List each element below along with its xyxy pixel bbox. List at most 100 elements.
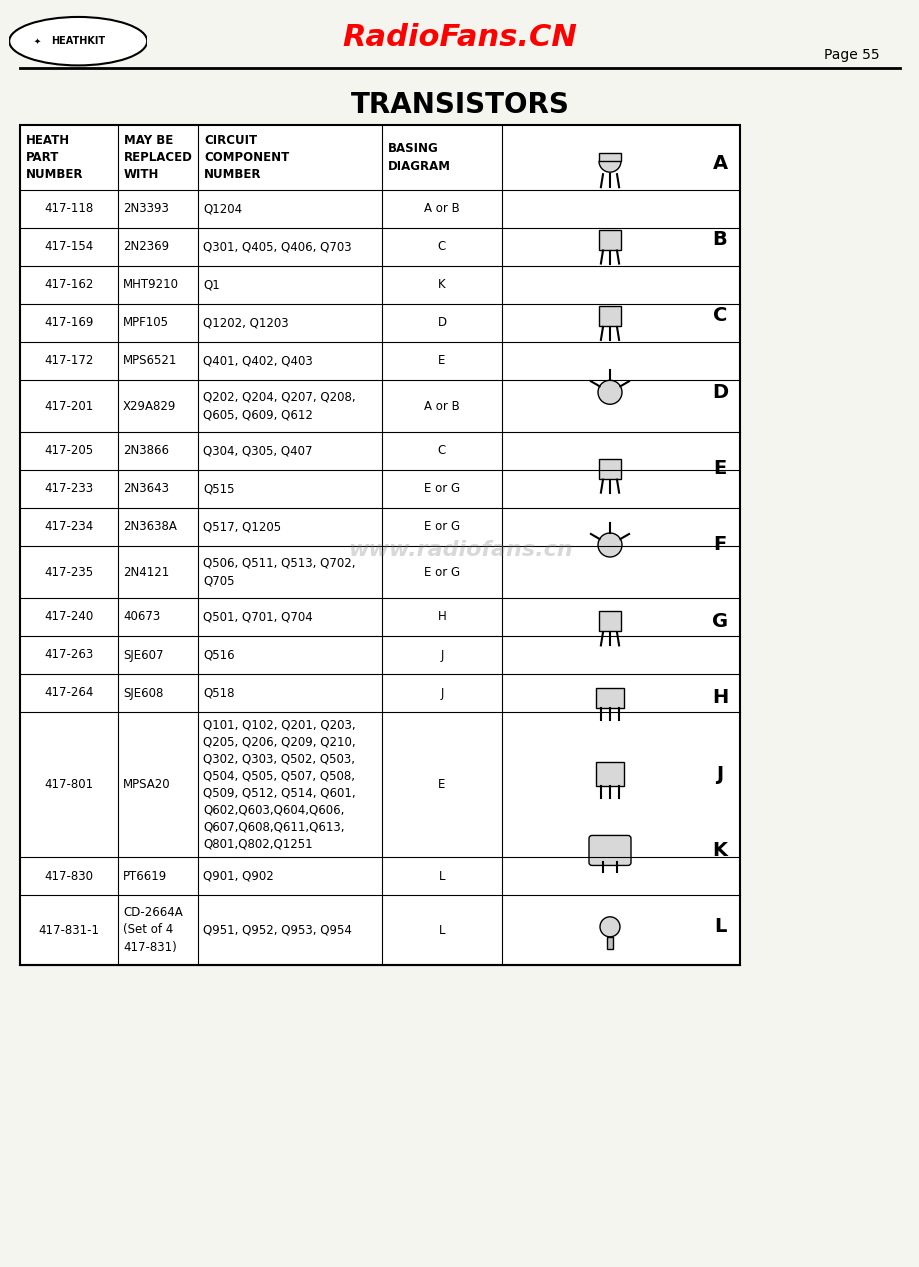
Text: TRANSISTORS: TRANSISTORS (350, 91, 569, 119)
Circle shape (597, 380, 621, 404)
Circle shape (599, 917, 619, 936)
Bar (596, 688, 623, 708)
Text: A: A (711, 153, 727, 172)
Text: Q304, Q305, Q407: Q304, Q305, Q407 (203, 445, 312, 457)
Text: MPF105: MPF105 (123, 317, 169, 329)
Text: Q501, Q701, Q704: Q501, Q701, Q704 (203, 611, 312, 623)
Text: BASING
DIAGRAM: BASING DIAGRAM (388, 142, 450, 172)
Text: MPSA20: MPSA20 (123, 778, 170, 791)
Bar (607, 936, 612, 949)
Text: Q901, Q902: Q901, Q902 (203, 869, 274, 883)
Text: Q518: Q518 (203, 687, 234, 699)
Text: Q1204: Q1204 (203, 203, 242, 215)
Text: Q517, Q1205: Q517, Q1205 (203, 521, 281, 533)
Text: J: J (716, 764, 722, 783)
Text: 417-235: 417-235 (44, 565, 94, 579)
Text: J: J (440, 687, 443, 699)
Text: www.radiofans.cn: www.radiofans.cn (347, 540, 572, 560)
Bar (598, 229, 620, 250)
Text: 2N3393: 2N3393 (123, 203, 169, 215)
Text: Q401, Q402, Q403: Q401, Q402, Q403 (203, 355, 312, 367)
Text: MPS6521: MPS6521 (123, 355, 177, 367)
Text: E: E (437, 355, 445, 367)
Text: 417-172: 417-172 (44, 355, 94, 367)
Text: Q301, Q405, Q406, Q703: Q301, Q405, Q406, Q703 (203, 241, 351, 253)
Text: Q101, Q102, Q201, Q203,
Q205, Q206, Q209, Q210,
Q302, Q303, Q502, Q503,
Q504, Q5: Q101, Q102, Q201, Q203, Q205, Q206, Q209… (203, 718, 356, 850)
Text: 40673: 40673 (123, 611, 160, 623)
FancyBboxPatch shape (588, 835, 630, 865)
Text: 417-264: 417-264 (44, 687, 94, 699)
Bar (20, 125, 739, 965)
Text: Q1: Q1 (203, 279, 220, 291)
Text: HEATH
PART
NUMBER: HEATH PART NUMBER (26, 134, 84, 181)
Text: E or G: E or G (424, 565, 460, 579)
Text: D: D (437, 317, 446, 329)
Text: 417-118: 417-118 (44, 203, 94, 215)
Bar (598, 612, 620, 631)
Text: 417-240: 417-240 (44, 611, 94, 623)
Text: HEATHKIT: HEATHKIT (51, 37, 105, 46)
Text: 417-801: 417-801 (44, 778, 94, 791)
Text: SJE607: SJE607 (123, 649, 164, 661)
Text: E or G: E or G (424, 483, 460, 495)
Text: Page 55: Page 55 (823, 48, 879, 62)
Bar (598, 459, 620, 479)
Ellipse shape (9, 16, 147, 66)
Text: D: D (711, 383, 727, 402)
Text: Q516: Q516 (203, 649, 234, 661)
Text: SJE608: SJE608 (123, 687, 164, 699)
Text: Q515: Q515 (203, 483, 234, 495)
Text: L: L (438, 869, 445, 883)
Text: C: C (437, 241, 446, 253)
Text: RadioFans.CN: RadioFans.CN (342, 24, 577, 52)
Text: Q1202, Q1203: Q1202, Q1203 (203, 317, 289, 329)
Text: 2N3638A: 2N3638A (123, 521, 176, 533)
Text: L: L (438, 924, 445, 936)
Text: A or B: A or B (424, 203, 460, 215)
Text: MAY BE
REPLACED
WITH: MAY BE REPLACED WITH (124, 134, 193, 181)
Text: C: C (712, 307, 726, 326)
Text: 2N2369: 2N2369 (123, 241, 169, 253)
Text: G: G (711, 612, 727, 631)
Text: E: E (712, 459, 726, 478)
Text: 417-201: 417-201 (44, 399, 94, 413)
Text: X29A829: X29A829 (123, 399, 176, 413)
Text: Q202, Q204, Q207, Q208,
Q605, Q609, Q612: Q202, Q204, Q207, Q208, Q605, Q609, Q612 (203, 392, 356, 421)
Text: H: H (711, 688, 727, 707)
Text: E: E (437, 778, 445, 791)
Text: C: C (437, 445, 446, 457)
Text: ✦: ✦ (33, 37, 40, 46)
Text: H: H (437, 611, 446, 623)
Text: F: F (712, 536, 726, 555)
Text: 2N3866: 2N3866 (123, 445, 169, 457)
Text: 417-831-1: 417-831-1 (39, 924, 99, 936)
Text: 417-169: 417-169 (44, 317, 94, 329)
Wedge shape (598, 161, 620, 172)
Text: J: J (440, 649, 443, 661)
Bar (598, 305, 620, 326)
Text: K: K (437, 279, 446, 291)
Circle shape (597, 533, 621, 557)
Text: MHT9210: MHT9210 (123, 279, 179, 291)
Text: L: L (713, 917, 725, 936)
Text: 2N4121: 2N4121 (123, 565, 169, 579)
Text: B: B (712, 231, 727, 250)
Text: 417-205: 417-205 (44, 445, 94, 457)
Text: 2N3643: 2N3643 (123, 483, 169, 495)
Text: A or B: A or B (424, 399, 460, 413)
Text: CD-2664A
(Set of 4
417-831): CD-2664A (Set of 4 417-831) (123, 906, 183, 954)
Bar (596, 761, 623, 786)
Text: Q951, Q952, Q953, Q954: Q951, Q952, Q953, Q954 (203, 924, 351, 936)
Text: CIRCUIT
COMPONENT
NUMBER: CIRCUIT COMPONENT NUMBER (204, 134, 289, 181)
Text: 417-234: 417-234 (44, 521, 94, 533)
Text: Q506, Q511, Q513, Q702,
Q705: Q506, Q511, Q513, Q702, Q705 (203, 557, 355, 587)
Text: 417-162: 417-162 (44, 279, 94, 291)
Text: E or G: E or G (424, 521, 460, 533)
Text: 417-154: 417-154 (44, 241, 94, 253)
Text: 417-830: 417-830 (44, 869, 94, 883)
Text: 417-233: 417-233 (44, 483, 94, 495)
Text: 417-263: 417-263 (44, 649, 94, 661)
Text: PT6619: PT6619 (123, 869, 167, 883)
Text: K: K (711, 841, 727, 860)
Bar (598, 153, 620, 161)
